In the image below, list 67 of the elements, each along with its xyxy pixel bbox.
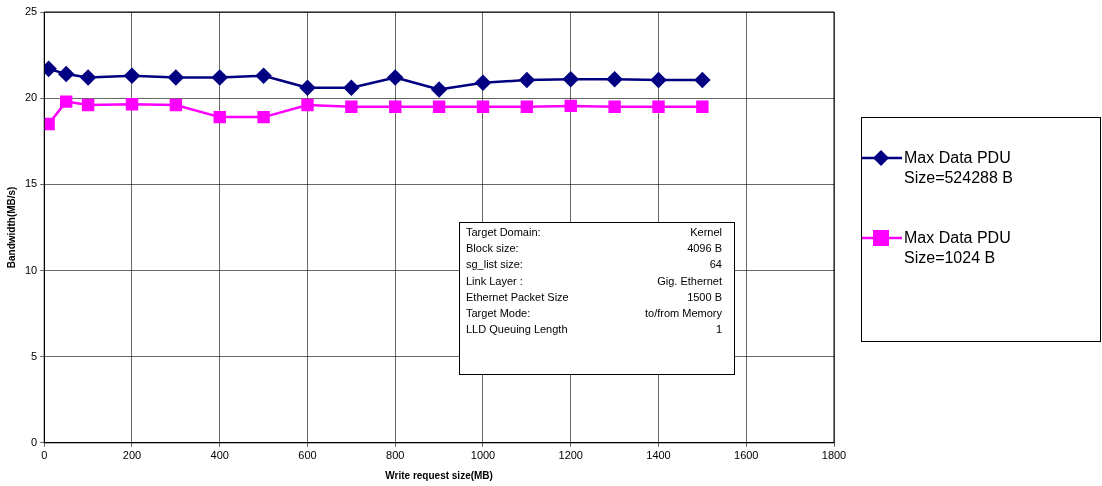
- annotation: Target Domain:: [466, 226, 542, 240]
- annotation: 64: [708, 258, 722, 273]
- x-tick-label: 1000: [470, 449, 496, 462]
- annotation: LLD Queuing Length: [466, 323, 569, 338]
- x-tick-label: 400: [210, 449, 229, 462]
- annotation: 4096 B: [686, 242, 722, 257]
- point: [694, 72, 711, 88]
- x-tick-label: 1400: [646, 449, 671, 462]
- point: [168, 69, 184, 86]
- point: [608, 100, 621, 113]
- point: [44, 117, 55, 131]
- point: [387, 69, 403, 86]
- point: [564, 99, 577, 113]
- y-tick-label: 5: [31, 349, 38, 362]
- x-tick-label: 600: [298, 449, 317, 462]
- annotation: Target Mode:: [466, 306, 532, 321]
- point: [255, 68, 272, 84]
- annotation: Block size:: [466, 242, 520, 257]
- point: [81, 98, 95, 112]
- annotation: Ethernet Packet Size: [466, 290, 570, 305]
- y-tick-label: 15: [24, 177, 38, 190]
- x-tick-label: 1800: [821, 449, 847, 462]
- point: [213, 110, 226, 124]
- point: [476, 100, 490, 113]
- annotation: Kernel: [689, 226, 722, 240]
- point: [563, 71, 579, 87]
- y-tick-label: 0: [31, 435, 38, 448]
- annotation: Link Layer :: [466, 274, 524, 289]
- point: [606, 71, 623, 87]
- x-tick-label: 800: [386, 449, 405, 462]
- point: [299, 80, 316, 96]
- annotation: to/from Memory: [644, 306, 722, 321]
- point: [125, 97, 139, 111]
- point: [80, 69, 96, 86]
- x-tick-label: 0: [41, 449, 48, 462]
- point: [475, 74, 491, 91]
- y-tick-label: 25: [24, 5, 38, 18]
- point: [211, 69, 228, 86]
- x-axis-title: Write request size(MB): [385, 469, 493, 481]
- point: [257, 110, 270, 124]
- y-axis-title: Bandwidth(MB/s): [5, 186, 17, 269]
- point: [343, 80, 360, 96]
- point: [520, 100, 534, 113]
- point: [301, 98, 314, 112]
- point: [650, 72, 667, 88]
- point: [124, 68, 140, 84]
- point: [169, 98, 183, 112]
- annotation: sg_list size:: [466, 258, 524, 273]
- x-tick-label: 1600: [734, 449, 759, 462]
- y-tick-label: 20: [24, 91, 38, 104]
- point: [58, 66, 74, 82]
- point: [345, 100, 358, 113]
- point: [389, 100, 402, 113]
- point: [432, 100, 446, 113]
- y-tick-label: 10: [24, 263, 38, 276]
- annotation: 1500 B: [686, 290, 722, 305]
- x-tick-label: 200: [122, 449, 142, 462]
- point: [519, 72, 535, 88]
- point: [652, 100, 665, 113]
- annotation: 1: [714, 323, 722, 338]
- point: [696, 100, 709, 113]
- point: [431, 81, 447, 98]
- annotation: Gig. Ethernet: [656, 274, 722, 289]
- legend-label: Max Data PDU Size=1024 B: [904, 228, 1012, 268]
- point: [59, 95, 73, 108]
- legend-label: Max Data PDU Size=524288 B: [904, 148, 1014, 188]
- x-tick-label: 1200: [558, 449, 583, 462]
